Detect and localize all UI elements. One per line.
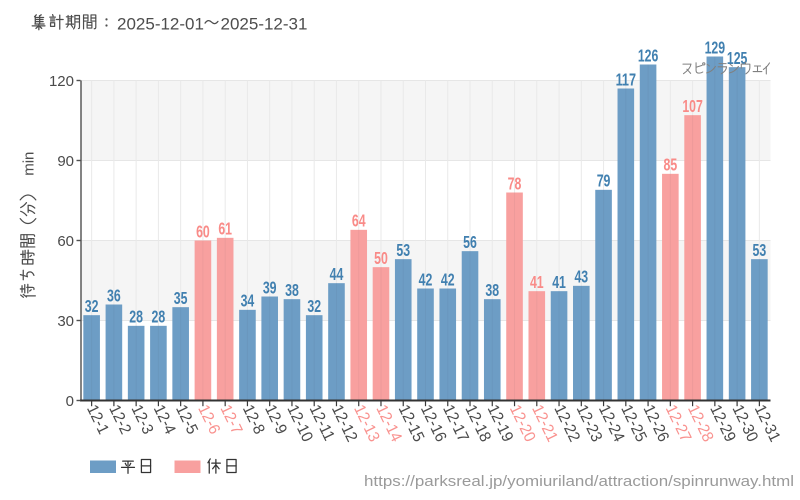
svg-text:35: 35: [174, 288, 188, 308]
svg-text:78: 78: [508, 173, 522, 193]
svg-text:53: 53: [753, 240, 767, 260]
svg-text:https://parksreal.jp/yomiurila: https://parksreal.jp/yomiuriland/attract…: [364, 473, 794, 490]
svg-text:2025-12-01: 2025-12-01: [117, 15, 204, 34]
svg-text:50: 50: [374, 248, 388, 268]
svg-text:60: 60: [57, 233, 74, 250]
svg-text:28: 28: [152, 307, 166, 327]
svg-text:38: 38: [485, 280, 499, 300]
svg-text:90: 90: [57, 153, 74, 170]
svg-text:42: 42: [441, 269, 455, 289]
svg-text:0: 0: [66, 393, 74, 410]
svg-text:60: 60: [196, 221, 210, 241]
svg-text:38: 38: [285, 280, 299, 300]
svg-text:39: 39: [263, 277, 277, 297]
svg-text:53: 53: [396, 240, 410, 260]
svg-text:34: 34: [241, 291, 255, 311]
svg-text:125: 125: [727, 48, 748, 68]
svg-text:56: 56: [463, 232, 477, 252]
svg-text:43: 43: [574, 267, 588, 287]
svg-text:min: min: [20, 152, 37, 176]
svg-text:41: 41: [530, 272, 544, 292]
svg-text:44: 44: [330, 264, 344, 284]
svg-text:64: 64: [352, 211, 366, 231]
svg-text:30: 30: [57, 313, 74, 330]
svg-text:2025-12-31: 2025-12-31: [221, 15, 308, 34]
svg-text:32: 32: [307, 296, 321, 316]
svg-text:28: 28: [129, 307, 143, 327]
svg-text:120: 120: [49, 73, 74, 90]
svg-text:85: 85: [663, 155, 677, 175]
svg-text:36: 36: [107, 285, 121, 305]
svg-text:61: 61: [218, 219, 232, 239]
svg-text:129: 129: [705, 37, 726, 57]
svg-text:79: 79: [597, 171, 611, 191]
svg-text:117: 117: [616, 69, 637, 89]
svg-text:32: 32: [85, 296, 99, 316]
svg-text:42: 42: [419, 269, 433, 289]
svg-text:41: 41: [552, 272, 566, 292]
svg-text:107: 107: [682, 96, 703, 116]
svg-text:126: 126: [638, 45, 659, 65]
